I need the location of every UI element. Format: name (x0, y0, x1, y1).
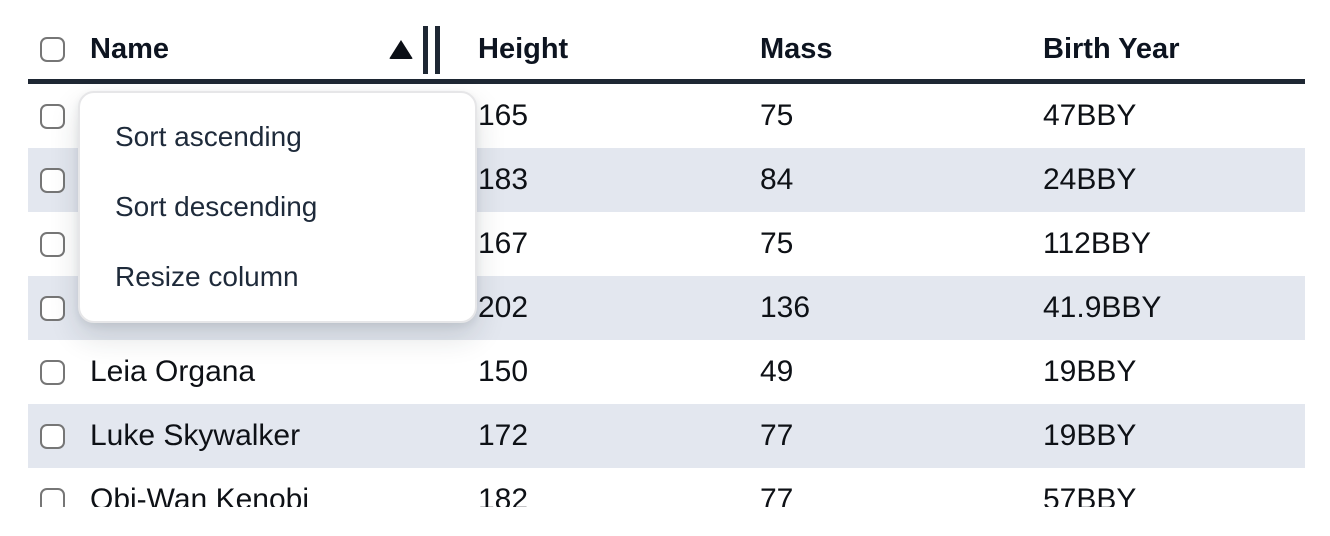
header-select-all-cell (28, 37, 90, 62)
cell-name: Leia Organa (90, 355, 256, 388)
cell-mass: 49 (760, 355, 794, 388)
cell-height: 167 (478, 227, 529, 260)
cell-height: 183 (478, 163, 529, 196)
row-checkbox[interactable] (40, 231, 65, 257)
cell-mass: 75 (760, 227, 794, 260)
menu-item-resize-column[interactable]: Resize column (115, 261, 299, 292)
table-row: Luke Skywalker 172 77 19BBY (28, 404, 1305, 468)
cell-birth-year: 47BBY (1043, 99, 1137, 132)
cell-height: 182 (478, 483, 529, 507)
cell-height: 202 (478, 291, 529, 324)
row-checkbox[interactable] (40, 487, 65, 507)
cell-height: 172 (478, 419, 529, 452)
cell-mass: 77 (760, 483, 794, 507)
select-all-checkbox[interactable] (40, 37, 65, 62)
cell-birth-year: 41.9BBY (1043, 291, 1162, 324)
row-checkbox[interactable] (40, 423, 65, 449)
menu-item-sort-descending[interactable]: Sort descending (115, 191, 318, 222)
menu-item-sort-ascending[interactable]: Sort ascending (115, 121, 302, 152)
row-checkbox[interactable] (40, 359, 65, 385)
column-header-birth-year[interactable]: Birth Year (1043, 33, 1180, 65)
cell-name: Obi-Wan Kenobi (90, 483, 309, 507)
cell-birth-year: 19BBY (1043, 419, 1137, 452)
table-header-row: Name Height Mass Birth Year (28, 0, 1305, 84)
row-checkbox[interactable] (40, 167, 65, 193)
table-row: Leia Organa 150 49 19BBY (28, 340, 1305, 404)
cell-mass: 84 (760, 163, 794, 196)
cell-height: 165 (478, 99, 529, 132)
cell-birth-year: 112BBY (1043, 227, 1151, 260)
cell-mass: 77 (760, 419, 794, 452)
column-context-menu: Sort ascending Sort descending Resize co… (78, 91, 477, 323)
cell-mass: 136 (760, 291, 811, 324)
resize-bar-icon (423, 25, 428, 74)
resize-bar-icon (435, 25, 440, 74)
table-row: Obi-Wan Kenobi 182 77 57BBY (28, 468, 1305, 507)
cell-mass: 75 (760, 99, 794, 132)
cell-name: Luke Skywalker (90, 419, 301, 452)
column-header-mass[interactable]: Mass (760, 33, 833, 65)
column-header-name[interactable]: Name (90, 25, 478, 74)
cell-birth-year: 19BBY (1043, 355, 1137, 388)
row-checkbox[interactable] (40, 295, 65, 321)
column-header-name-label: Name (90, 33, 169, 65)
cell-birth-year: 24BBY (1043, 163, 1137, 196)
sort-ascending-icon (389, 40, 413, 59)
row-checkbox[interactable] (40, 103, 65, 129)
cell-birth-year: 57BBY (1043, 483, 1137, 507)
column-header-height[interactable]: Height (478, 33, 569, 65)
cell-height: 150 (478, 355, 529, 388)
column-resize-handle[interactable] (423, 25, 440, 74)
